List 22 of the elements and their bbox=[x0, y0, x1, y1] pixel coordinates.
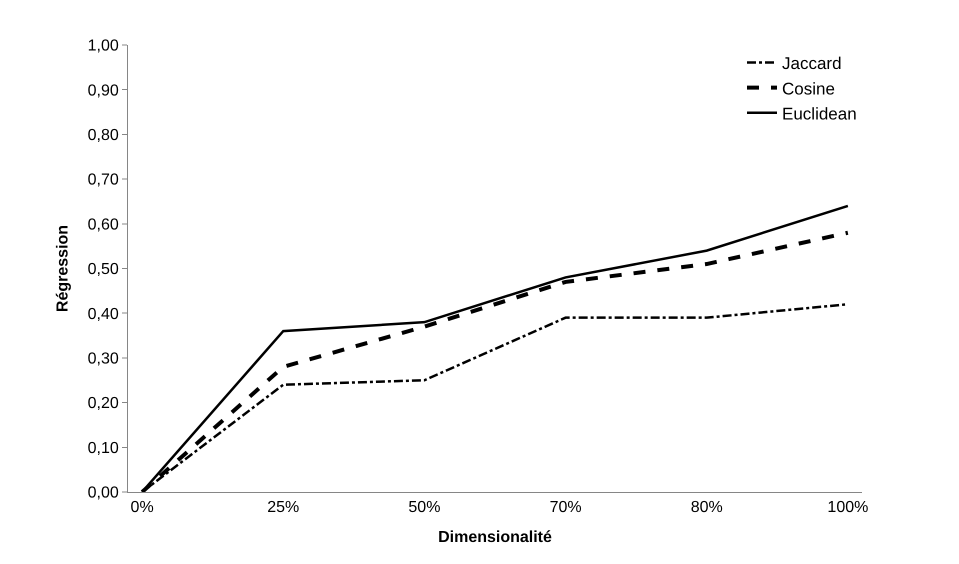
x-tick-label: 0% bbox=[130, 499, 154, 516]
y-tick-label: 0,80 bbox=[88, 127, 119, 144]
y-tick-label: 0,60 bbox=[88, 216, 119, 234]
x-tick-label: 50% bbox=[408, 499, 440, 516]
y-tick-label: 0,20 bbox=[88, 395, 119, 412]
x-tick-label: 80% bbox=[690, 499, 723, 516]
y-tick-label: 0,00 bbox=[88, 484, 119, 502]
x-tick-label: 25% bbox=[267, 499, 300, 516]
y-tick-label: 0,50 bbox=[88, 261, 119, 278]
y-tick-label: 0,70 bbox=[88, 172, 119, 189]
y-tick-label: 0,40 bbox=[88, 306, 119, 323]
x-tick-label: 70% bbox=[550, 499, 582, 516]
legend-label: Cosine bbox=[782, 79, 835, 98]
y-tick-label: 0,90 bbox=[88, 82, 119, 100]
y-axis-title: Régression bbox=[54, 224, 72, 312]
y-tick-label: 1,00 bbox=[88, 38, 119, 55]
legend-label: Jaccard bbox=[782, 54, 842, 74]
x-tick-label: 100% bbox=[827, 499, 868, 516]
y-tick-label: 0,30 bbox=[88, 350, 119, 368]
legend-label: Euclidean bbox=[782, 104, 857, 124]
x-axis-title: Dimensionalité bbox=[438, 528, 552, 546]
y-tick-label: 0,10 bbox=[88, 440, 119, 457]
